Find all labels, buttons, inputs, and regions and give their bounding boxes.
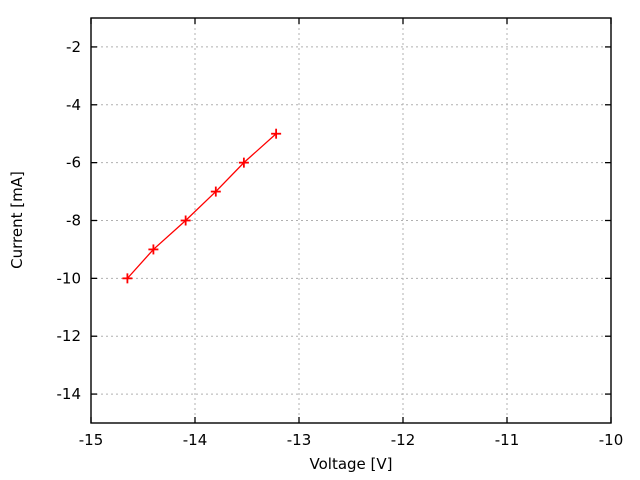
data-series-layer [122,128,282,284]
y-tick-label: -10 [57,269,82,287]
y-axis-ticks [91,46,611,395]
y-tick-label: -4 [66,96,81,114]
x-tick-label: -12 [391,431,416,449]
x-tick-label: -13 [287,431,312,449]
y-axis-tick-labels: -2 -4 -6 -8 -10 -12 -14 [57,38,82,403]
x-axis-ticks [90,18,612,423]
data-point-marker [148,244,159,255]
data-point-marker [180,215,191,226]
y-tick-label: -6 [66,154,81,172]
y-tick-label: -2 [66,38,81,56]
grid-lines [91,18,611,423]
x-axis-tick-labels: -15 -14 -13 -12 -11 -10 [79,431,624,449]
data-point-marker [271,128,282,139]
data-point-marker [238,157,249,168]
y-tick-label: -12 [57,327,82,345]
y-tick-label: -8 [66,212,81,230]
x-tick-label: -15 [79,431,104,449]
x-tick-label: -14 [183,431,208,449]
x-tick-label: -11 [495,431,520,449]
data-point-marker [122,273,133,284]
data-point-marker [210,186,221,197]
x-tick-label: -10 [599,431,624,449]
series-line [126,133,277,279]
y-axis-title: Current [mA] [8,171,26,269]
y-tick-label: -14 [57,385,82,403]
x-axis-title: Voltage [V] [310,455,393,473]
